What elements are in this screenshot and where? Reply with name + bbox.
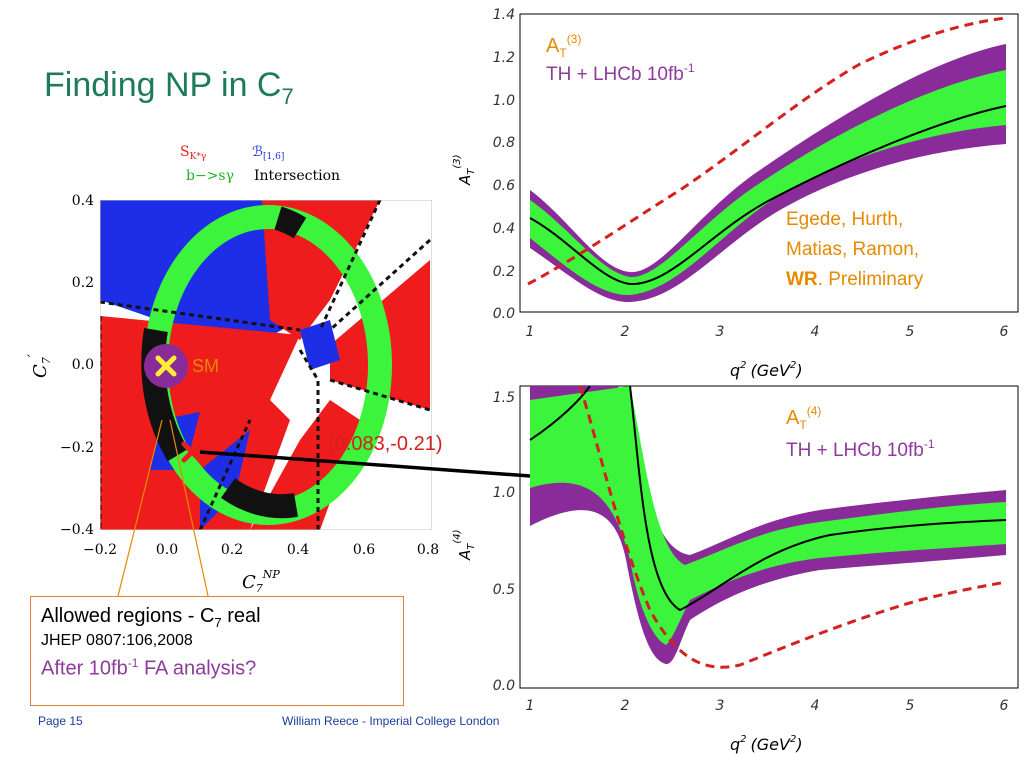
x-tick: 4	[811, 324, 820, 340]
x-tick: 0.4	[287, 542, 309, 558]
x-tick: 6	[1000, 698, 1009, 714]
intersection-top	[274, 206, 307, 239]
x-tick: 0.0	[156, 542, 178, 558]
y-tick: 1.4	[493, 7, 515, 23]
y-tick: 0.4	[72, 193, 94, 209]
sm-cross-icon	[155, 355, 177, 377]
y-tick: 1.0	[493, 485, 515, 501]
legend-b-to-s-gamma: b−>sγ	[186, 168, 234, 184]
y-tick: 0.8	[493, 135, 515, 151]
y-tick: 0.4	[493, 221, 515, 237]
top-purple-band	[530, 44, 1006, 303]
x-tick: 2	[621, 324, 630, 340]
top-legend-th-lhcb: TH + LHCb 10fb-1	[546, 61, 695, 85]
footer-page-number: Page 15	[38, 714, 83, 728]
credits-line1: Egede, Hurth,	[786, 209, 903, 230]
allowed-regions-title: Allowed regions - C7 real	[41, 605, 261, 630]
top-legend-at3: AT(3)	[546, 32, 581, 60]
left-plot-x-ticks: −0.2 0.0 0.2 0.4 0.6 0.8	[83, 542, 439, 558]
x-tick: 3	[716, 324, 725, 340]
credits-line2: Matias, Ramon,	[786, 239, 919, 260]
blue-region-upper	[100, 200, 300, 350]
footer-author: William Reece - Imperial College London	[282, 714, 500, 728]
top-green-band	[530, 70, 1006, 296]
x-tick: 5	[906, 698, 915, 714]
arrow-line	[199, 450, 586, 482]
x-tick: 0.8	[417, 542, 439, 558]
bottom-central-line	[529, 386, 1007, 612]
y-tick: 1.0	[493, 93, 515, 109]
intersection-left	[141, 328, 189, 462]
fit-point-label: (0.083,-0.21)	[328, 433, 443, 455]
x-tick: 3	[716, 698, 725, 714]
y-tick: 1.2	[493, 50, 515, 66]
connector-line-right	[169, 419, 209, 597]
credits: Egede, Hurth, Matias, Ramon, WR. Prelimi…	[786, 209, 924, 290]
legend-s-kstar-gamma: SK*γ	[180, 144, 206, 162]
top-plot-x-ticks: 1 2 3 4 5 6	[526, 324, 1009, 340]
top-plot-y-label: AT(3)	[452, 154, 477, 186]
top-plot: 1.4 1.2 1.0 0.8 0.6 0.4 0.2 0.0 1 2 3 4 …	[452, 7, 1019, 380]
slide-title: Finding NP in C7	[44, 66, 294, 109]
credits-line3: WR. Preliminary	[786, 269, 924, 290]
y-tick: 0.2	[72, 275, 94, 291]
x-tick: 1	[526, 324, 535, 340]
top-plot-y-ticks: 1.4 1.2 1.0 0.8 0.6 0.4 0.2 0.0	[493, 7, 515, 322]
y-tick: 0.6	[493, 178, 515, 194]
x-tick: 6	[1000, 324, 1009, 340]
bottom-plot: 1.5 1.0 0.5 0.0 1 2 3 4 5 6 AT(4) q2 (GeV…	[452, 385, 1019, 754]
sm-label: SM	[192, 356, 219, 376]
x-tick: 0.6	[353, 542, 375, 558]
top-central-line	[529, 105, 1007, 286]
y-tick: −0.4	[60, 522, 94, 538]
connector-line-left	[117, 419, 163, 597]
y-tick: 1.5	[493, 390, 515, 406]
bottom-plot-x-label: q2 (GeV2)	[730, 734, 803, 754]
top-plot-frame	[519, 13, 1019, 313]
reference-citation: JHEP 0807:106,2008	[41, 632, 193, 649]
x-tick: 0.2	[221, 542, 243, 558]
legend-intersection: Intersection	[254, 168, 340, 184]
y-tick: 0.2	[493, 264, 515, 280]
bottom-green-band	[530, 386, 1006, 645]
x-tick: 5	[906, 324, 915, 340]
bottom-plot-y-ticks: 1.5 1.0 0.5 0.0	[493, 390, 515, 694]
bottom-legend-at4: AT(4)	[786, 404, 821, 432]
top-plot-x-label: q2 (GeV2)	[730, 360, 803, 380]
bottom-legend-th-lhcb: TH + LHCb 10fb-1	[786, 437, 935, 461]
fit-point-cross-icon	[181, 441, 203, 463]
intersection-bottom	[220, 478, 298, 519]
sm-marker	[144, 344, 188, 388]
fa-analysis-question: After 10fb-1 FA analysis?	[41, 656, 257, 680]
left-plot-y-label: C7′	[26, 353, 53, 378]
allowed-regions-box: Allowed regions - C7 real JHEP 0807:106,…	[30, 596, 404, 706]
left-plot: SK*γ ℬ[1,6] b−>sγ Intersection	[26, 144, 598, 597]
blue-region-center	[300, 320, 340, 370]
y-tick: −0.2	[60, 440, 94, 456]
x-tick: 4	[811, 698, 820, 714]
legend-b-1-6: ℬ[1,6]	[252, 144, 284, 162]
left-plot-legend: SK*γ ℬ[1,6] b−>sγ Intersection	[180, 144, 340, 184]
y-tick: 0.0	[72, 357, 94, 373]
left-plot-x-label: C7NP	[242, 568, 280, 595]
x-tick: 2	[621, 698, 630, 714]
x-tick: 1	[526, 698, 535, 714]
y-tick: 0.5	[493, 582, 515, 598]
dashed-boundaries	[100, 200, 432, 530]
bottom-plot-y-label: AT(4)	[452, 529, 477, 561]
bottom-plot-frame	[519, 385, 1019, 689]
bottom-plot-x-ticks: 1 2 3 4 5 6	[526, 698, 1009, 714]
left-plot-y-ticks: 0.4 0.2 0.0 −0.2 −0.4	[60, 193, 94, 538]
y-tick: 0.0	[493, 306, 515, 322]
top-dashed-line	[527, 16, 1007, 286]
y-tick: 0.0	[493, 678, 515, 694]
x-tick: −0.2	[83, 542, 117, 558]
